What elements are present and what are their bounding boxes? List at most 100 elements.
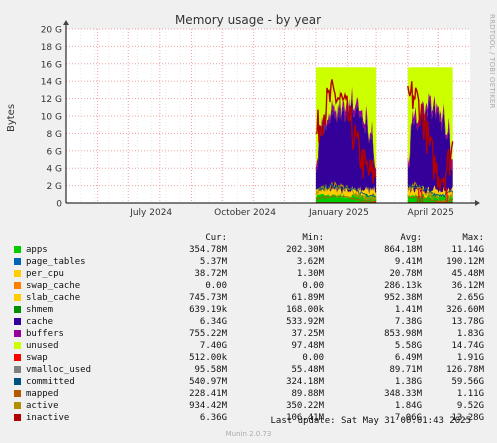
legend-min: 202.30M bbox=[286, 245, 324, 255]
legend-min: 61.89M bbox=[291, 293, 324, 303]
line-mapped bbox=[315, 195, 377, 203]
legend-avg: 286.13k bbox=[384, 281, 422, 291]
legend-row-swap-cache: swap_cache 0.00 0.00 286.13k 36.12M bbox=[14, 280, 490, 292]
legend-row-committed: committed 540.97M 324.18M 1.38G 59.56G bbox=[14, 376, 490, 388]
data-segment bbox=[407, 67, 454, 204]
legend-avg: 1.84G bbox=[394, 401, 422, 411]
legend-swatch bbox=[14, 258, 21, 265]
legend-avg: 1.41M bbox=[394, 305, 422, 315]
legend-row-shmem: shmem 639.19k 168.00k 1.41M 326.60M bbox=[14, 304, 490, 316]
legend-cur: 95.58M bbox=[194, 365, 227, 375]
y-tick-label: 2 G bbox=[46, 182, 62, 192]
last-update: Last update: Sat May 31 00:01:43 2025 bbox=[270, 416, 471, 426]
legend-swatch bbox=[14, 246, 21, 253]
legend-name: vmalloc_used bbox=[26, 365, 92, 375]
legend-max: 1.91G bbox=[456, 353, 484, 363]
legend-max: 13.28G bbox=[451, 413, 484, 423]
munin-version: Munin 2.0.73 bbox=[225, 430, 272, 438]
legend-max: 9.52G bbox=[456, 401, 484, 411]
legend-min: 324.18M bbox=[286, 377, 324, 387]
legend-cur: 639.19k bbox=[189, 305, 227, 315]
legend-min: 37.25M bbox=[291, 329, 324, 339]
legend-swatch bbox=[14, 330, 21, 337]
y-tick-label: 10 G bbox=[41, 113, 62, 123]
legend-min: 0.00 bbox=[302, 353, 324, 363]
legend-min: 55.48M bbox=[291, 365, 324, 375]
col-cur: Cur: bbox=[205, 233, 227, 243]
legend-avg: 952.38M bbox=[384, 293, 422, 303]
legend-row-active: active 934.42M 350.22M 1.84G 9.52G bbox=[14, 400, 490, 412]
legend-row-buffers: buffers 755.22M 37.25M 853.98M 1.83G bbox=[14, 328, 490, 340]
legend-avg: 20.78M bbox=[389, 269, 422, 279]
legend-swatch bbox=[14, 354, 21, 361]
legend-row-unused: unused 7.40G 97.48M 5.58G 14.74G bbox=[14, 340, 490, 352]
legend-row-per-cpu: per_cpu 38.72M 1.30M 20.78M 45.48M bbox=[14, 268, 490, 280]
legend-avg: 7.38G bbox=[394, 317, 422, 327]
legend-row-vmalloc-used: vmalloc_used 95.58M 55.48M 89.71M 126.78M bbox=[14, 364, 490, 376]
legend-avg: 348.33M bbox=[384, 389, 422, 399]
legend-name: inactive bbox=[26, 413, 70, 423]
legend-max: 2.65G bbox=[456, 293, 484, 303]
legend-cur: 755.22M bbox=[189, 329, 227, 339]
x-tick-label: April 2025 bbox=[408, 208, 454, 218]
legend-row-inactive: inactive 6.36G 106.41M 7.06G 13.28G bbox=[14, 412, 490, 424]
legend-swatch bbox=[14, 306, 21, 313]
y-tick-label: 14 G bbox=[41, 78, 62, 88]
line-active bbox=[407, 181, 454, 204]
legend-name: shmem bbox=[26, 305, 54, 315]
legend-max: 13.78G bbox=[451, 317, 484, 327]
area-apps bbox=[315, 193, 377, 203]
legend-max: 326.60M bbox=[446, 305, 484, 315]
legend-min: 106.41M bbox=[286, 413, 324, 423]
line-active bbox=[315, 181, 377, 203]
legend-row-page-tables: page_tables 5.37M 3.62M 9.41M 190.12M bbox=[14, 256, 490, 268]
legend-cur: 6.34G bbox=[199, 317, 227, 327]
legend-min: 89.88M bbox=[291, 389, 324, 399]
col-avg: Avg: bbox=[400, 233, 422, 243]
legend-name: active bbox=[26, 401, 59, 411]
x-tick-label: July 2024 bbox=[129, 208, 172, 218]
line-committed bbox=[407, 183, 454, 198]
legend-swatch bbox=[14, 342, 21, 349]
legend-cur: 7.40G bbox=[199, 341, 227, 351]
legend-max: 1.83G bbox=[456, 329, 484, 339]
legend-max: 190.12M bbox=[446, 257, 484, 267]
y-tick-label: 20 G bbox=[41, 26, 62, 36]
rrdtool-credit: RRDTOOL / TOBI OETIKER bbox=[488, 14, 496, 109]
legend-swatch bbox=[14, 282, 21, 289]
y-tick-label: 18 G bbox=[41, 43, 62, 53]
line-inactive bbox=[407, 81, 454, 191]
legend-min: 3.62M bbox=[296, 257, 324, 267]
y-axis-label: Bytes bbox=[6, 104, 17, 132]
legend-max: 59.56G bbox=[451, 377, 484, 387]
y-tick-label: 0 bbox=[56, 200, 62, 210]
legend-swatch bbox=[14, 390, 21, 397]
legend-max: 126.78M bbox=[446, 365, 484, 375]
legend-cur: 6.36G bbox=[199, 413, 227, 423]
legend-max: 11.14G bbox=[451, 245, 484, 255]
legend-swatch bbox=[14, 318, 21, 325]
legend-min: 97.48M bbox=[291, 341, 324, 351]
legend-swatch bbox=[14, 366, 21, 373]
y-axis-arrow bbox=[63, 20, 69, 25]
legend-avg: 9.41M bbox=[394, 257, 422, 267]
legend-name: cache bbox=[26, 317, 54, 327]
legend-swatch bbox=[14, 378, 21, 385]
legend-avg: 6.49M bbox=[394, 353, 422, 363]
chart-title: Memory usage - by year bbox=[175, 13, 321, 27]
legend-max: 36.12M bbox=[451, 281, 484, 291]
legend-min: 350.22M bbox=[286, 401, 324, 411]
legend-name: page_tables bbox=[26, 257, 86, 267]
legend-min: 168.00k bbox=[286, 305, 324, 315]
legend-cur: 0.00 bbox=[205, 281, 227, 291]
legend-min: 1.30M bbox=[296, 269, 324, 279]
legend-name: mapped bbox=[26, 389, 59, 399]
legend-avg: 864.18M bbox=[384, 245, 422, 255]
legend-name: unused bbox=[26, 341, 59, 351]
legend-min: 533.92M bbox=[286, 317, 324, 327]
legend-cur: 540.97M bbox=[189, 377, 227, 387]
legend-row-cache: cache 6.34G 533.92M 7.38G 13.78G bbox=[14, 316, 490, 328]
legend-swatch bbox=[14, 270, 21, 277]
legend-cur: 512.00k bbox=[189, 353, 227, 363]
